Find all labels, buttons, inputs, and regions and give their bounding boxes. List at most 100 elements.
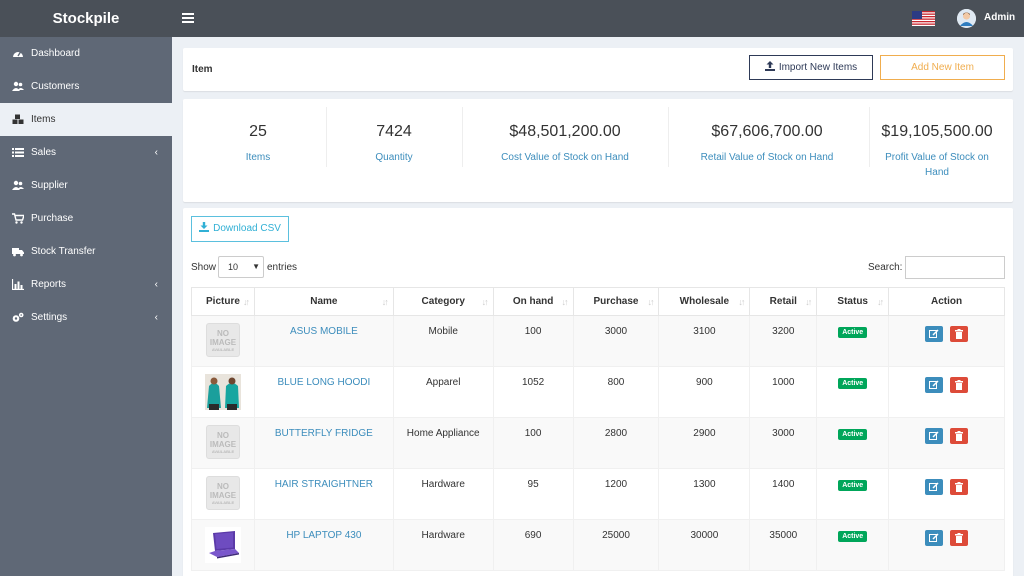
download-csv-button[interactable]: Download CSV (191, 216, 289, 242)
user-avatar[interactable] (957, 9, 976, 28)
stat-quantity: 7424 Quantity (329, 99, 459, 202)
edit-button[interactable] (925, 377, 944, 393)
sidebar-item-settings[interactable]: Settings ‹ (0, 301, 172, 334)
cart-icon (12, 213, 24, 224)
page-title: Item (192, 64, 213, 75)
no-image-text: IMAGE (209, 338, 237, 347)
sidebar-item-customers[interactable]: Customers (0, 70, 172, 103)
category-cell: Hardware (392, 519, 494, 571)
edit-icon (929, 329, 939, 338)
sidebar-item-reports[interactable]: Reports ‹ (0, 268, 172, 301)
us-flag-icon[interactable] (912, 11, 935, 26)
delete-button[interactable] (949, 326, 968, 342)
sidebar-item-label: Purchase (31, 213, 74, 224)
sort-icon: ↓↑ (805, 297, 812, 307)
sidebar-item-purchase[interactable]: Purchase (0, 202, 172, 235)
sidebar-item-dashboard[interactable]: Dashboard (0, 37, 172, 70)
category-cell: Mobile (392, 315, 494, 367)
table-row: NO IMAGE AVAILABLE ASUS MOBILE Mobile 100 … (191, 315, 1005, 367)
category-cell: Apparel (392, 366, 494, 418)
column-header-purchase[interactable]: Purchase ↓↑ (572, 287, 660, 316)
delete-button[interactable] (949, 428, 968, 444)
status-cell: Active (816, 366, 890, 418)
sidebar-item-label: Settings (31, 312, 68, 323)
wholesale-cell: 900 (658, 366, 751, 418)
sort-icon: ↓↑ (738, 297, 745, 307)
column-label: Wholesale (679, 296, 730, 307)
status-cell: Active (816, 315, 890, 367)
sidebar-item-items[interactable]: Items (0, 103, 172, 136)
column-label: Name (310, 296, 338, 307)
stat-value: $67,606,700.00 (711, 123, 823, 140)
user-name[interactable]: Admin (984, 12, 1016, 23)
table-row: NO IMAGE AVAILABLE HAIR STRAIGHTNER Hardwa… (191, 468, 1005, 520)
sidebar-item-label: Items (31, 114, 56, 125)
search-label: Search: (868, 262, 903, 273)
dashboard-icon (13, 51, 23, 57)
column-header-wholesale[interactable]: Wholesale ↓↑ (658, 287, 751, 316)
search-input[interactable] (905, 256, 1005, 279)
item-name-link[interactable]: BLUE LONG HOODI (253, 366, 394, 418)
column-header-category[interactable]: Category ↓↑ (392, 287, 494, 316)
sort-icon: ↓↑ (381, 297, 389, 307)
column-label: On hand (512, 296, 554, 307)
status-cell: Active (816, 468, 890, 520)
wholesale-cell: 30000 (658, 519, 751, 571)
delete-button[interactable] (949, 377, 968, 393)
trash-icon (954, 380, 963, 390)
bar-chart-icon (12, 279, 24, 290)
stat-cost-value: $48,501,200.00 Cost Value of Stock on Ha… (465, 99, 665, 202)
users-icon (12, 180, 24, 190)
stat-value: $48,501,200.00 (509, 123, 621, 140)
sidebar-item-label: Customers (31, 81, 80, 92)
chevron-left-icon: ‹ (154, 147, 158, 158)
edit-button[interactable] (925, 326, 944, 342)
edit-button[interactable] (925, 530, 944, 546)
item-name-link[interactable]: ASUS MOBILE (253, 315, 394, 367)
sidebar-toggle-icon[interactable] (182, 11, 194, 25)
sidebar-item-stock-transfer[interactable]: Stock Transfer (0, 235, 172, 268)
column-label: Action (931, 296, 963, 307)
wholesale-cell: 2900 (658, 417, 751, 469)
delete-button[interactable] (949, 530, 968, 546)
picture-cell: NO IMAGE AVAILABLE (191, 468, 255, 520)
list-icon (12, 148, 24, 157)
entries-per-page-select[interactable]: 10 ▼ (218, 256, 264, 278)
column-header-picture[interactable]: Picture ↓↑ (191, 287, 255, 316)
sidebar-item-supplier[interactable]: Supplier (0, 169, 172, 202)
sidebar-item-sales[interactable]: Sales ‹ (0, 136, 172, 169)
item-name-link[interactable]: HP LAPTOP 430 (253, 519, 394, 571)
top-navbar: Stockpile Admin (0, 0, 1024, 37)
trash-icon (954, 431, 963, 441)
hoodie-photo (204, 374, 241, 410)
on-hand-cell: 1052 (492, 366, 574, 418)
status-badge: Active (838, 378, 868, 389)
picture-cell: NO IMAGE AVAILABLE (191, 417, 255, 469)
stat-value: $19,105,500.00 (881, 123, 993, 140)
retail-cell: 3200 (749, 315, 818, 367)
no-image-text: NO (216, 329, 229, 338)
column-header-name[interactable]: Name ↓↑ (253, 287, 394, 316)
add-new-item-button[interactable]: Add New Item (880, 55, 1005, 80)
retail-cell: 1000 (749, 366, 818, 418)
edit-button[interactable] (925, 428, 944, 444)
retail-cell: 3000 (749, 417, 818, 469)
retail-cell: 1400 (749, 468, 818, 520)
stat-profit-value: $19,105,500.00 Profit Value of Stock on … (875, 99, 999, 202)
purchase-cell: 2800 (572, 417, 660, 469)
download-button-label: Download CSV (213, 223, 281, 234)
column-label: Category (421, 296, 465, 307)
status-badge: Active (838, 429, 868, 440)
item-name-link[interactable]: BUTTERFLY FRIDGE (253, 417, 394, 469)
column-header-on-hand[interactable]: On hand ↓↑ (492, 287, 574, 316)
item-name-link[interactable]: HAIR STRAIGHTNER (253, 468, 394, 520)
brand-logo[interactable]: Stockpile (52, 10, 120, 27)
cubes-icon (12, 114, 24, 124)
stat-label: Quantity (375, 152, 413, 163)
column-header-retail[interactable]: Retail ↓↑ (749, 287, 818, 316)
edit-button[interactable] (925, 479, 944, 495)
import-new-items-button[interactable]: Import New Items (749, 55, 873, 80)
delete-button[interactable] (949, 479, 968, 495)
entries-value: 10 (228, 262, 239, 272)
column-header-status[interactable]: Status ↓↑ (816, 287, 890, 316)
